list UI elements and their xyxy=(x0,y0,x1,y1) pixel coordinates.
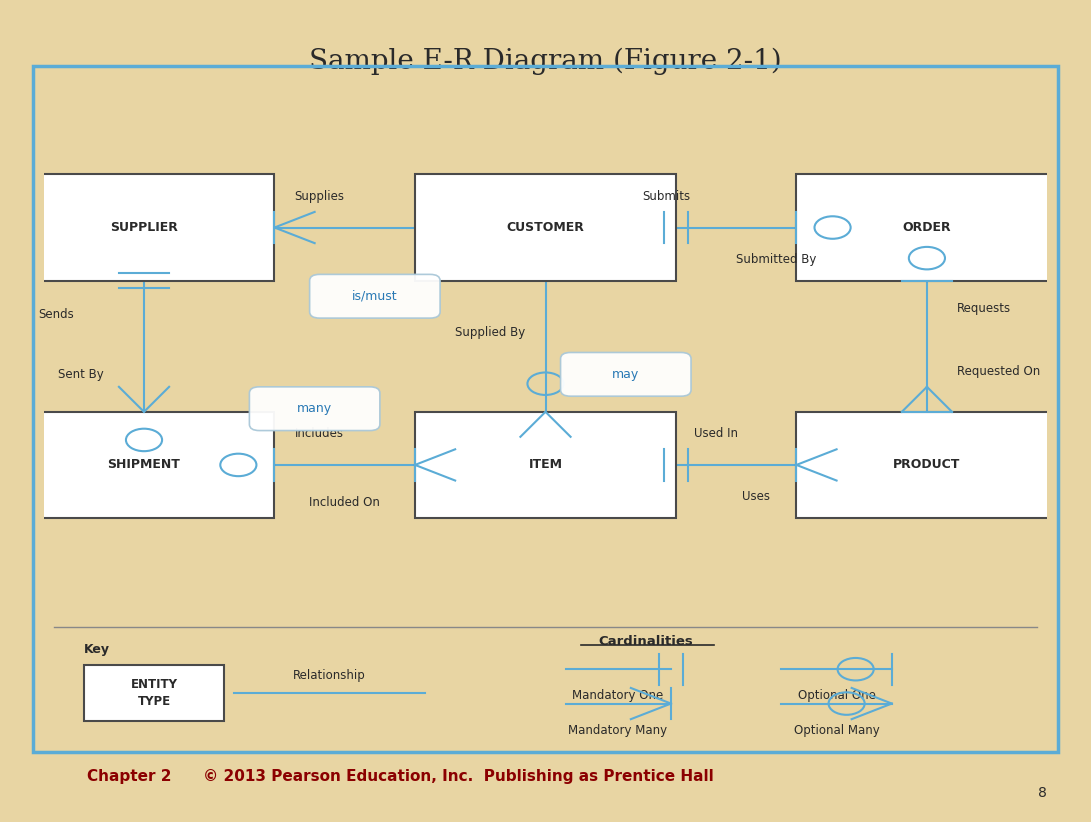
FancyBboxPatch shape xyxy=(415,412,676,518)
Text: is/must: is/must xyxy=(352,289,398,302)
FancyBboxPatch shape xyxy=(796,174,1057,280)
Text: Sent By: Sent By xyxy=(58,367,104,381)
FancyBboxPatch shape xyxy=(310,275,440,318)
FancyBboxPatch shape xyxy=(250,387,380,431)
Text: Used In: Used In xyxy=(694,427,739,440)
Text: Submitted By: Submitted By xyxy=(736,252,816,266)
Text: SUPPLIER: SUPPLIER xyxy=(110,221,178,234)
Text: SHIPMENT: SHIPMENT xyxy=(108,459,180,472)
Text: Submits: Submits xyxy=(642,190,690,202)
Text: many: many xyxy=(297,402,332,415)
FancyBboxPatch shape xyxy=(415,174,676,280)
Text: Sends: Sends xyxy=(38,308,74,321)
Text: Mandatory Many: Mandatory Many xyxy=(568,723,668,737)
Text: Cardinalities: Cardinalities xyxy=(599,635,693,648)
Text: may: may xyxy=(612,367,639,381)
Text: ORDER: ORDER xyxy=(902,221,951,234)
FancyBboxPatch shape xyxy=(13,174,275,280)
Text: Optional Many: Optional Many xyxy=(794,723,879,737)
Text: CUSTOMER: CUSTOMER xyxy=(506,221,585,234)
Text: ITEM: ITEM xyxy=(528,459,563,472)
Text: 8: 8 xyxy=(1039,786,1047,801)
Text: Sample E-R Diagram (Figure 2-1): Sample E-R Diagram (Figure 2-1) xyxy=(309,48,782,76)
Text: Uses: Uses xyxy=(742,490,770,503)
Text: Requested On: Requested On xyxy=(957,365,1041,378)
Text: Mandatory One: Mandatory One xyxy=(572,689,663,702)
Text: Key: Key xyxy=(84,643,110,656)
Text: ENTITY
TYPE: ENTITY TYPE xyxy=(131,678,178,708)
Text: Includes: Includes xyxy=(295,427,344,440)
FancyBboxPatch shape xyxy=(561,353,691,396)
FancyBboxPatch shape xyxy=(13,412,275,518)
Text: PRODUCT: PRODUCT xyxy=(894,459,960,472)
FancyBboxPatch shape xyxy=(84,665,225,721)
FancyBboxPatch shape xyxy=(796,412,1057,518)
Text: Optional One: Optional One xyxy=(798,689,875,702)
Text: Requests: Requests xyxy=(957,302,1011,316)
Text: Chapter 2      © 2013 Pearson Education, Inc.  Publishing as Prentice Hall: Chapter 2 © 2013 Pearson Education, Inc.… xyxy=(87,769,714,784)
Text: Relationship: Relationship xyxy=(293,669,367,681)
Text: Supplies: Supplies xyxy=(295,190,345,202)
Text: Supplied By: Supplied By xyxy=(455,326,526,339)
Text: Included On: Included On xyxy=(310,496,380,509)
